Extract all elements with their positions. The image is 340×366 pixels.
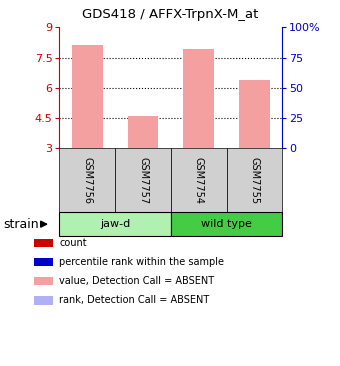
Text: percentile rank within the sample: percentile rank within the sample <box>59 257 224 268</box>
Text: strain: strain <box>3 218 39 231</box>
Text: wild type: wild type <box>201 219 252 229</box>
Text: count: count <box>59 238 87 249</box>
Bar <box>128 116 158 148</box>
Bar <box>239 80 270 148</box>
Text: GSM7757: GSM7757 <box>138 157 148 204</box>
Text: rank, Detection Call = ABSENT: rank, Detection Call = ABSENT <box>59 295 210 306</box>
Bar <box>183 49 214 148</box>
Text: GDS418 / AFFX-TrpnX-M_at: GDS418 / AFFX-TrpnX-M_at <box>82 8 258 21</box>
Text: GSM7755: GSM7755 <box>249 157 259 204</box>
Text: value, Detection Call = ABSENT: value, Detection Call = ABSENT <box>59 276 215 287</box>
Text: GSM7754: GSM7754 <box>194 157 204 204</box>
Text: GSM7756: GSM7756 <box>82 157 92 204</box>
Text: jaw-d: jaw-d <box>100 219 130 229</box>
Bar <box>72 45 103 148</box>
